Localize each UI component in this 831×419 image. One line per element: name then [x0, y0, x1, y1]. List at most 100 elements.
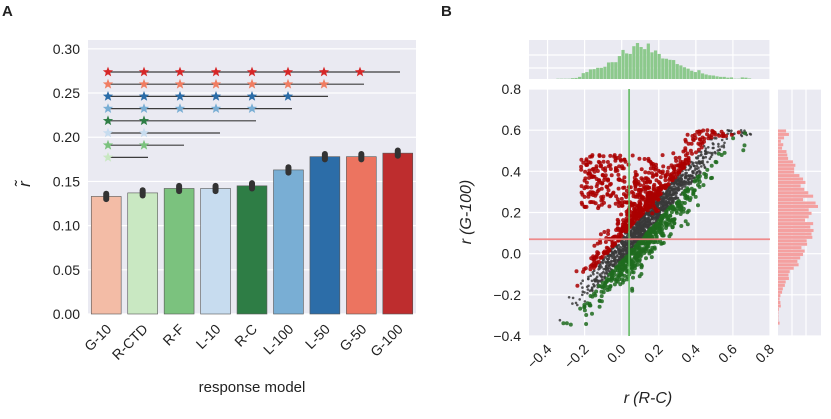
panel-b-point-green [670, 219, 674, 224]
panel-b-point-gray [637, 223, 640, 226]
panel-a-significance-star [318, 66, 330, 77]
panel-b-top-histogram-bin [661, 58, 665, 79]
panel-b-point-red [617, 227, 622, 232]
panel-b-point-red [587, 175, 591, 180]
panel-b-top-histogram-bin [596, 67, 600, 79]
panel-b-point-red [609, 193, 614, 198]
panel-b-point-green [625, 277, 630, 282]
panel-b-label: B [441, 3, 452, 20]
panel-b-point-gray [625, 247, 628, 250]
panel-b-point-gray [649, 214, 652, 218]
panel-a-significance-star [138, 115, 150, 126]
panel-b-point-red [631, 216, 636, 221]
panel-b-point-red [644, 176, 649, 181]
panel-a-significance-star [138, 127, 150, 138]
panel-b-point-red [620, 200, 625, 205]
panel-b-point-green [685, 222, 690, 227]
panel-b-point-gray [673, 182, 676, 185]
panel-b-point-red [729, 132, 734, 137]
panel-b-point-gray [671, 191, 675, 194]
panel-b-right-histogram-bin [778, 170, 795, 174]
panel-b-point-green [618, 282, 623, 287]
panel-b-point-red [624, 200, 629, 205]
panel-b-point-red [623, 159, 628, 164]
panel-b-point-gray [648, 219, 652, 222]
panel-b-point-red [608, 153, 613, 158]
panel-b-point-gray [679, 179, 682, 182]
panel-b-point-gray [643, 214, 647, 217]
panel-b-point-gray [748, 132, 752, 136]
panel-b-right-histogram-bin [778, 259, 798, 263]
panel-b-point-red [604, 184, 609, 189]
panel-a-bar-chart: 0.00 0.05 0.10 0.15 0.20 0.25 0.30 G-10R-CTD R-… [14, 40, 416, 396]
panel-b-point-red [607, 182, 612, 187]
panel-b-point-red [595, 241, 600, 246]
panel-a-significance-star [138, 103, 150, 113]
panel-b-scatter: −0.4−0.20.00.20.40.60.8 −0.4 −0.2 0.0 0.2 0.… [458, 40, 821, 407]
panel-a-x-tick-label: L-100 [260, 321, 297, 358]
panel-b-point-red [594, 191, 599, 196]
panel-b-point-gray [691, 176, 694, 179]
panel-a-x-tick-label: R-CTD [109, 321, 151, 363]
panel-b-point-red [616, 221, 621, 226]
panel-b-point-green [582, 308, 587, 313]
panel-b-point-gray [645, 217, 649, 221]
panel-b-right-histogram-bin [778, 187, 805, 191]
panel-b-point-green [668, 213, 673, 218]
panel-b-point-gray [717, 142, 720, 146]
panel-b-point-gray [621, 248, 624, 251]
panel-b-point-gray [714, 137, 718, 140]
panel-b-point-red [689, 141, 694, 146]
panel-b-point-gray [663, 201, 667, 205]
panel-a-bar [127, 192, 158, 315]
panel-a-significance-star [282, 91, 294, 101]
panel-b-point-red [594, 184, 599, 189]
panel-b-top-histogram-bin [639, 47, 643, 79]
panel-b-point-red [686, 141, 691, 146]
panel-a-significance-star [318, 78, 330, 89]
panel-b-point-green [713, 159, 718, 164]
panel-b-top-histogram-bin [578, 76, 582, 79]
panel-b-point-green [705, 167, 710, 172]
panel-b-y-tick-label: 0.8 [502, 81, 522, 97]
panel-b-right-histogram-bin [778, 218, 806, 222]
panel-b-point-red [601, 166, 606, 171]
panel-b-point-red [671, 151, 676, 156]
panel-b-point-red [648, 166, 653, 171]
panel-b-point-gray [631, 242, 634, 246]
panel-b-point-green [584, 313, 589, 317]
panel-b-point-gray [623, 244, 627, 247]
panel-b-right-histogram-bin [778, 132, 789, 136]
panel-b-point-red [667, 178, 672, 182]
panel-b-point-red [632, 180, 637, 185]
panel-b-point-red [650, 211, 655, 216]
panel-b-point-gray [586, 288, 590, 291]
panel-b-point-green [664, 226, 668, 230]
panel-a-x-tick-labels: G-10R-CTD R-F L-10 R-C L-100 L-50 G-50G-100 [81, 321, 406, 363]
panel-b-point-red [621, 185, 626, 190]
panel-b-point-green [634, 254, 639, 259]
panel-b-point-gray [670, 199, 673, 202]
panel-b-point-gray [567, 296, 571, 299]
panel-b-x-tick-label: 0.6 [715, 341, 740, 366]
panel-b-point-red [657, 191, 662, 196]
panel-b-point-green [665, 217, 670, 222]
panel-b-point-gray [674, 194, 678, 197]
panel-b-point-green [609, 278, 614, 283]
panel-b-top-histogram-bin [664, 58, 669, 79]
panel-b-point-gray [709, 155, 713, 159]
panel-b-point-red [699, 145, 704, 150]
panel-b-right-histogram-bin [778, 225, 811, 229]
panel-a-x-tick-label: R-C [231, 321, 260, 350]
panel-b-point-red [592, 243, 597, 248]
panel-b-top-histogram-bin [610, 62, 614, 79]
panel-b-right-histogram-bin [778, 304, 781, 308]
panel-b-top-histogram-bin [585, 72, 589, 79]
panel-b-point-gray [704, 147, 708, 150]
panel-b-point-gray [611, 250, 614, 254]
panel-b-point-red [677, 155, 682, 160]
panel-b-right-histogram-bin [778, 266, 794, 270]
panel-b-point-gray [664, 196, 668, 200]
panel-b-point-green [648, 232, 653, 237]
panel-b-point-green [637, 259, 642, 264]
